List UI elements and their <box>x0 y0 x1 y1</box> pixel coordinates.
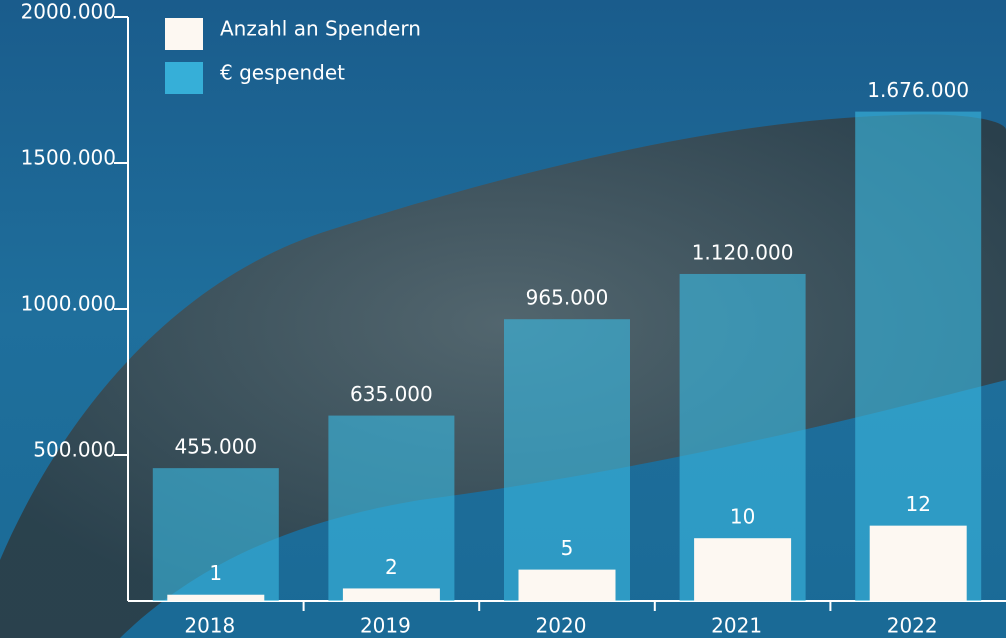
x-tick-label: 2018 <box>184 614 235 638</box>
value-label: 2 <box>385 555 398 579</box>
value-label: 635.000 <box>350 382 433 406</box>
x-tick-label: 2020 <box>536 614 587 638</box>
legend-label: € gespendet <box>220 61 345 85</box>
value-label: 1.120.000 <box>692 240 794 264</box>
value-label: 5 <box>561 536 574 560</box>
x-tick-label: 2019 <box>360 614 411 638</box>
bar <box>694 538 791 601</box>
x-tick-label: 2021 <box>711 614 762 638</box>
value-label: 10 <box>730 505 755 529</box>
value-label: 1 <box>209 561 222 585</box>
legend-label: Anzahl an Spendern <box>220 17 421 41</box>
bar <box>519 570 616 601</box>
legend-swatch <box>165 62 203 94</box>
value-label: 12 <box>905 492 930 516</box>
value-label: 1.676.000 <box>867 78 969 102</box>
bar <box>167 595 264 601</box>
value-label: 455.000 <box>174 435 257 459</box>
bar <box>343 588 440 601</box>
value-label: 965.000 <box>526 286 609 310</box>
bar <box>870 526 967 601</box>
y-tick-label: 500.000 <box>33 438 116 462</box>
y-tick-label: 2000.000 <box>21 0 116 24</box>
x-tick-label: 2022 <box>887 614 938 638</box>
y-tick-label: 1500.000 <box>21 146 116 170</box>
y-tick-label: 1000.000 <box>21 292 116 316</box>
legend-swatch <box>165 18 203 50</box>
chart: 500.000 1000.000 1500.000 2000.000 455.000 63… <box>0 0 1006 638</box>
